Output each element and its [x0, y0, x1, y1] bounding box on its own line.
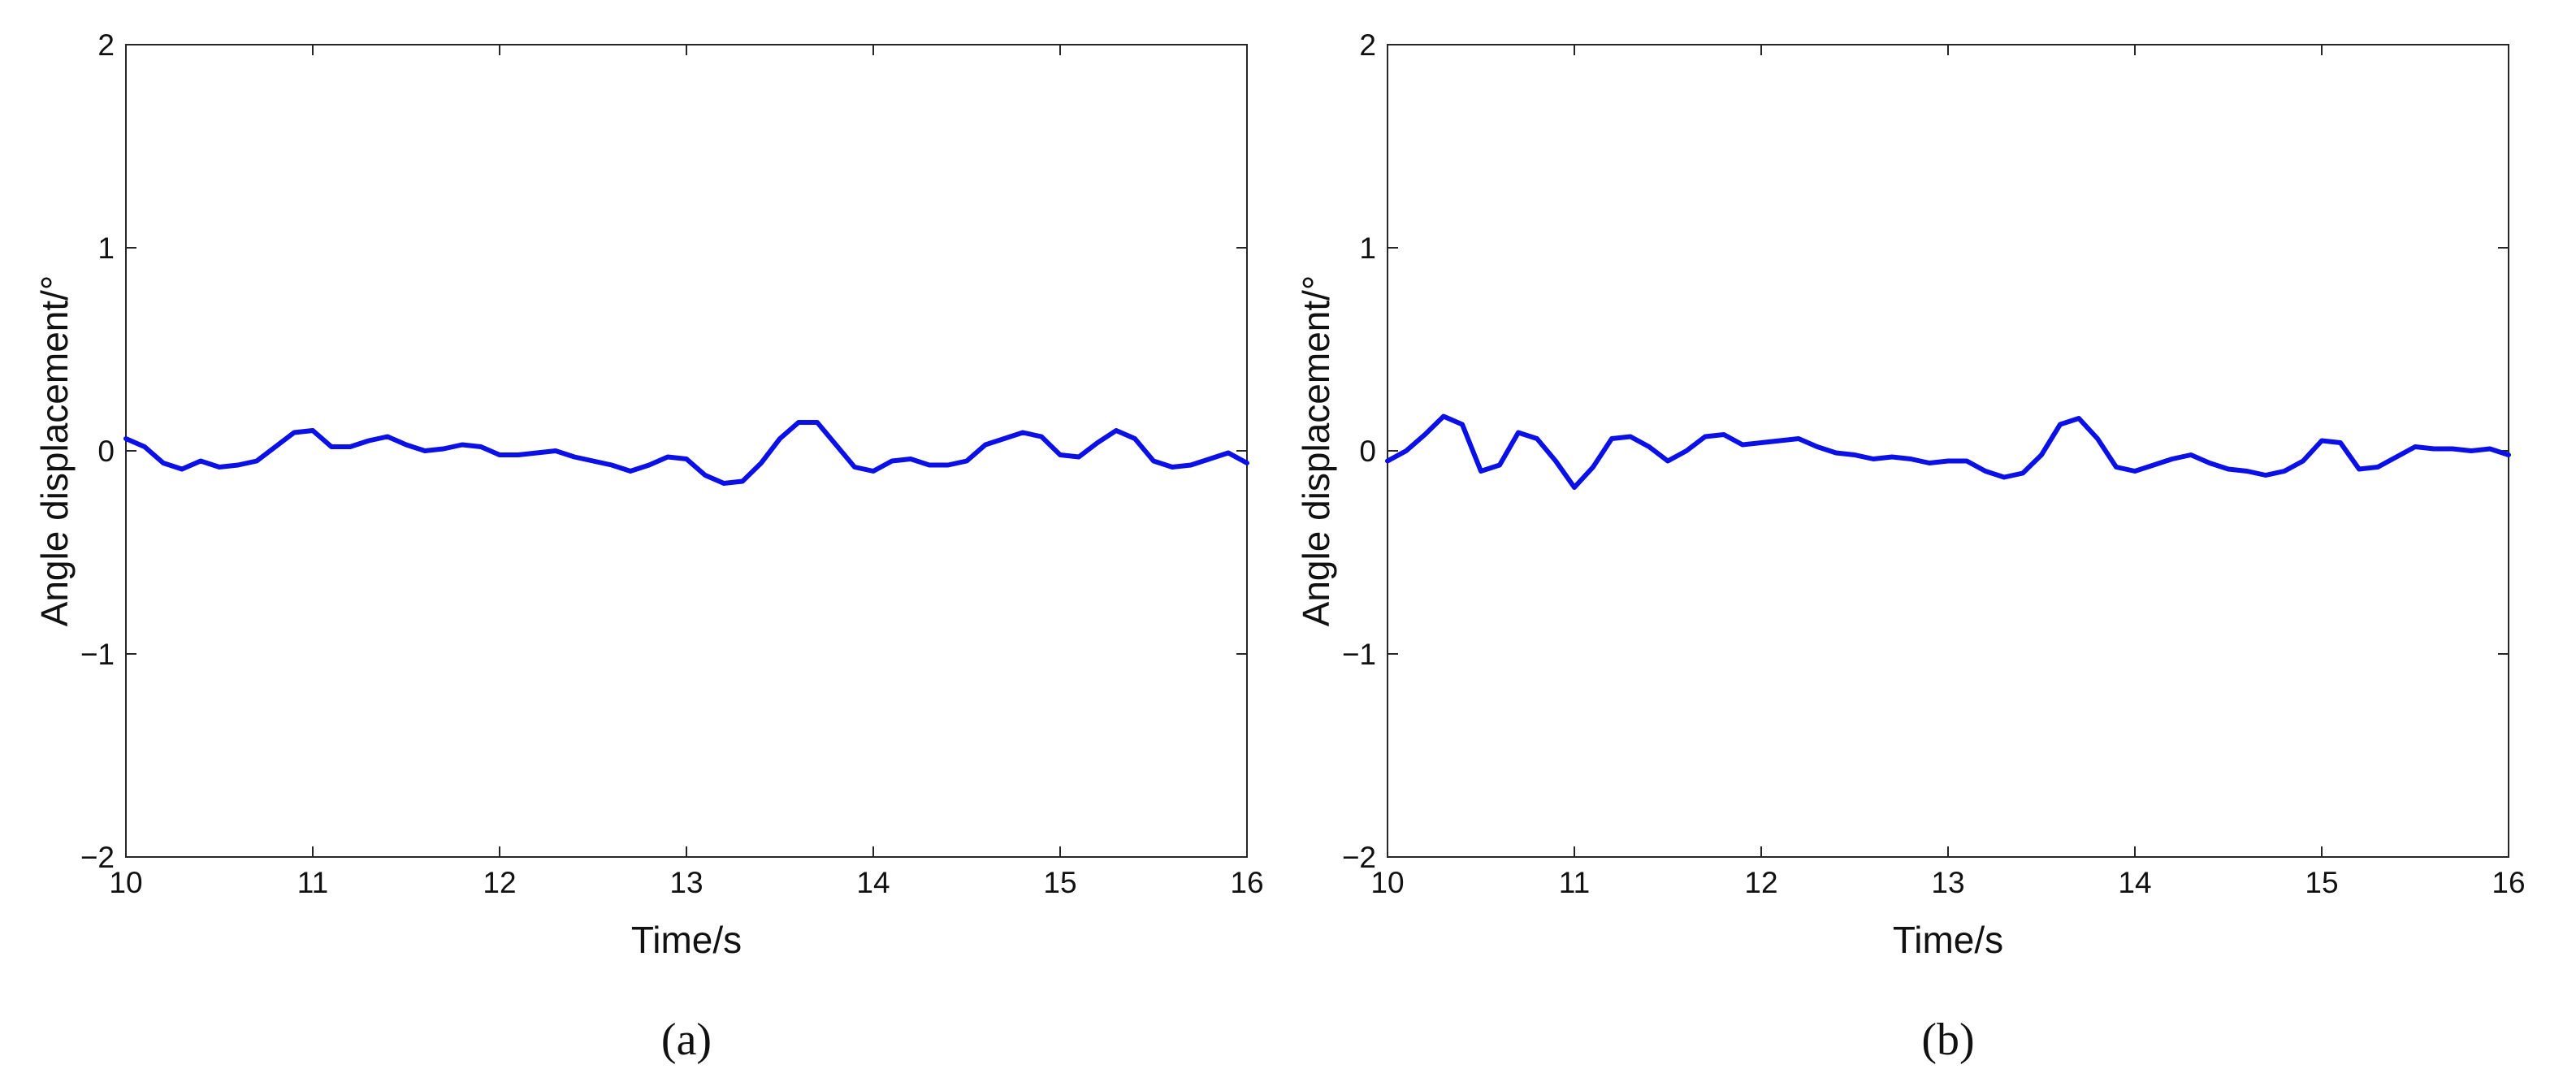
y-tick-label: −2 — [80, 841, 115, 874]
y-tick-label: 2 — [97, 28, 115, 62]
y-axis-label: Angle displacement/° — [33, 275, 76, 627]
x-tick-label: 11 — [1559, 866, 1590, 899]
plot-area — [1387, 44, 2509, 858]
x-tick-label: 12 — [483, 866, 516, 899]
x-axis-label: Time/s — [631, 919, 742, 961]
panel-label: (a) — [661, 1015, 712, 1065]
x-tick-label: 16 — [2492, 866, 2525, 899]
x-tick-label: 15 — [2305, 866, 2338, 899]
x-tick-label: 10 — [1370, 866, 1404, 899]
y-tick-label: −2 — [1342, 841, 1376, 874]
y-tick-label: 0 — [97, 435, 115, 468]
x-tick-label: 12 — [1744, 866, 1777, 899]
y-tick-label: −1 — [1342, 638, 1376, 671]
x-tick-label: 16 — [1230, 866, 1263, 899]
plot-area — [125, 44, 1248, 858]
y-tick-label: 2 — [1359, 28, 1376, 62]
series-line — [123, 420, 1249, 486]
x-tick-label: 14 — [856, 866, 890, 899]
x-tick-label: 10 — [109, 866, 142, 899]
x-tick-label: 14 — [2118, 866, 2151, 899]
y-tick-label: 1 — [1359, 232, 1376, 265]
series-line — [1385, 413, 2511, 490]
y-tick-label: 0 — [1359, 435, 1376, 468]
x-tick-label: 13 — [1931, 866, 1964, 899]
x-tick-label: 11 — [297, 866, 328, 899]
panel-label: (b) — [1921, 1015, 1974, 1065]
x-axis-label: Time/s — [1893, 919, 2003, 961]
x-tick-label: 15 — [1043, 866, 1076, 899]
x-tick-label: 13 — [669, 866, 703, 899]
y-tick-label: −1 — [80, 638, 115, 671]
y-axis-label: Angle displacement/° — [1295, 275, 1337, 627]
y-tick-label: 1 — [97, 232, 115, 265]
